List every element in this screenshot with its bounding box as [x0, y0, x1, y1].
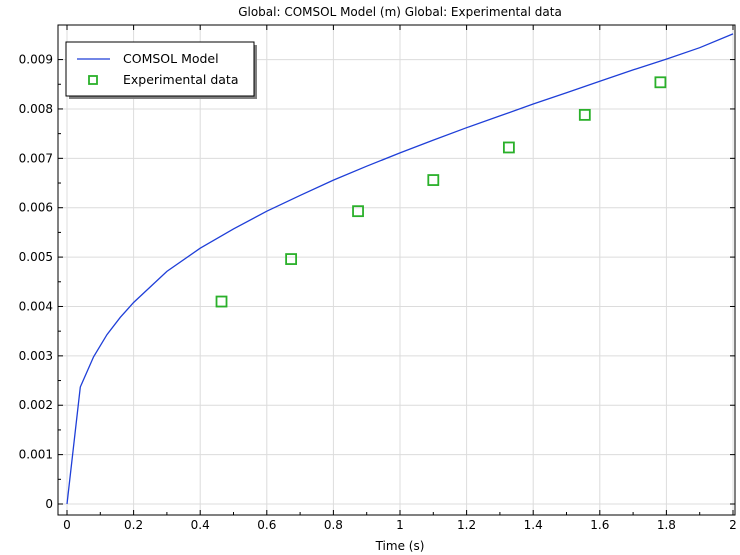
data-point-experimental — [427, 174, 440, 186]
data-point-experimental — [285, 253, 298, 265]
data-point-experimental — [502, 141, 515, 154]
x-tick-label: 1.2 — [457, 518, 476, 532]
legend: COMSOL Model Experimental data — [65, 41, 257, 99]
x-tick-label: 0 — [63, 518, 71, 532]
data-point-experimental — [215, 295, 228, 308]
y-tick-label: 0 — [45, 497, 53, 511]
grid — [58, 25, 735, 515]
y-axis: 0 0.001 0.002 0.003 0.004 0.005 0.006 0.007 0.00… — [19, 53, 735, 511]
data-point-experimental — [578, 108, 591, 121]
series-line-comsol-model — [66, 33, 734, 505]
x-tick-label: 2 — [729, 518, 737, 532]
x-tick-label: 1.4 — [524, 518, 543, 532]
x-axis-title: Time (s) — [375, 539, 425, 553]
legend-swatch-experimental-data — [88, 75, 98, 85]
y-tick-label: 0.003 — [19, 349, 53, 363]
y-tick-label: 0.009 — [19, 53, 53, 67]
series — [66, 33, 734, 505]
y-tick-label: 0.002 — [19, 398, 53, 412]
y-tick-label: 0.001 — [19, 448, 53, 462]
y-tick-label: 0.008 — [19, 102, 53, 116]
plot-area — [57, 24, 736, 516]
y-tick-label: 0.004 — [19, 299, 53, 313]
y-tick-label: 0.007 — [19, 151, 53, 165]
x-tick-label: 1.6 — [590, 518, 609, 532]
y-tick-label: 0.005 — [19, 250, 53, 264]
legend-label-comsol-model: COMSOL Model — [123, 51, 219, 66]
legend-box — [65, 41, 255, 97]
x-tick-label: 1.8 — [657, 518, 676, 532]
data-point-experimental — [654, 76, 667, 89]
x-tick-label: 0.8 — [324, 518, 343, 532]
data-point-experimental — [352, 205, 364, 218]
x-tick-label: 0.6 — [257, 518, 276, 532]
chart-title: Global: COMSOL Model (m) Global: Experim… — [238, 5, 562, 19]
legend-label-experimental-data: Experimental data — [123, 72, 239, 87]
x-tick-label: 0.2 — [124, 518, 143, 532]
y-tick-label: 0.006 — [19, 201, 53, 215]
x-tick-label: 1 — [396, 518, 404, 532]
x-axis: 0 0.2 0.4 0.6 0.8 1 1.2 1.4 1.6 1.8 2 — [63, 25, 737, 532]
x-tick-label: 0.4 — [191, 518, 210, 532]
